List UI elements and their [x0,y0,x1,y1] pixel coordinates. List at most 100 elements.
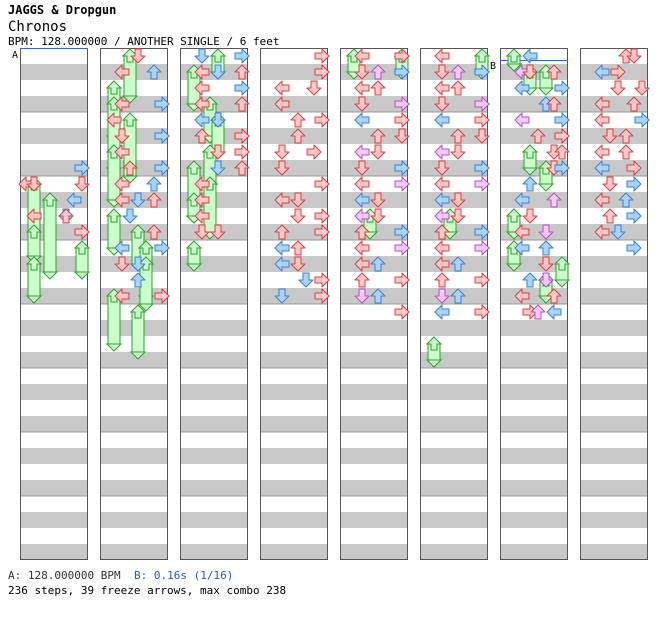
down-arrow-icon [194,224,210,240]
beat-stripe [260,480,328,496]
chart-column [260,48,328,560]
up-arrow-icon [434,224,450,240]
right-arrow-icon [314,288,330,304]
left-arrow-icon [514,112,530,128]
freeze-arrow [537,64,555,96]
down-arrow-icon [610,224,626,240]
down-arrow-icon [634,80,650,96]
freeze-head [25,224,43,239]
freeze-arrow [41,192,59,280]
right-arrow-icon [394,176,410,192]
beat-stripe [20,480,88,496]
left-arrow-icon [354,176,370,192]
right-arrow-icon [74,224,90,240]
beat-stripe [580,288,648,304]
beat-stripe [20,512,88,528]
freeze-arrow [25,256,43,304]
left-arrow-icon [434,240,450,256]
left-arrow-icon [522,48,538,64]
left-arrow-icon [594,96,610,112]
right-arrow-icon [626,176,642,192]
beat-stripe [500,384,568,400]
freeze-head [473,48,491,63]
beat-stripe [180,384,248,400]
column-border [420,48,488,560]
beat-stripe [260,512,328,528]
freeze-body [107,295,121,345]
beat-stripe [260,160,328,176]
freeze-tail [537,183,555,192]
left-arrow-icon [194,80,210,96]
up-arrow-icon [234,160,250,176]
song-artist: JAGGS & Dropgun [8,3,117,17]
right-arrow-icon [554,80,570,96]
chart-column [420,48,488,560]
right-arrow-icon [314,176,330,192]
beat-stripe [100,544,168,560]
right-arrow-icon [154,240,170,256]
freeze-body [107,151,121,201]
up-arrow-icon [146,224,162,240]
beat-stripe [420,480,488,496]
left-arrow-icon [514,288,530,304]
left-arrow-icon [594,112,610,128]
right-arrow-icon [234,48,250,64]
beat-stripe [180,544,248,560]
beat-stripe [100,416,168,432]
left-arrow-icon [354,112,370,128]
freeze-tail [505,263,523,272]
freeze-tail [121,95,139,104]
freeze-body [203,183,217,233]
up-arrow-icon [370,256,386,272]
right-arrow-icon [234,128,250,144]
freeze-arrow [121,112,139,184]
left-arrow-icon [434,80,450,96]
right-arrow-icon [74,160,90,176]
up-arrow-icon [546,288,562,304]
right-arrow-icon [474,304,490,320]
right-arrow-icon [554,112,570,128]
beat-stripe [20,416,88,432]
down-arrow-icon [210,144,226,160]
down-arrow-icon [370,208,386,224]
freeze-tail [505,63,523,72]
right-arrow-icon [314,48,330,64]
left-arrow-icon [106,112,122,128]
beat-stripe [20,544,88,560]
right-arrow-icon [314,224,330,240]
right-arrow-icon [394,112,410,128]
down-arrow-icon [434,288,450,304]
beat-stripe [100,384,168,400]
left-arrow-icon [114,96,130,112]
right-arrow-icon [626,160,642,176]
left-arrow-icon [274,80,290,96]
freeze-tail [441,231,459,240]
beat-stripe [100,352,168,368]
freeze-tail [121,175,139,184]
right-arrow-icon [474,240,490,256]
left-arrow-icon [434,192,450,208]
beat-stripe [580,448,648,464]
freeze-tail [129,351,147,360]
beat-stripe [580,192,648,208]
freeze-arrow [553,256,571,288]
left-arrow-icon [354,192,370,208]
beat-stripe [420,320,488,336]
left-arrow-icon [114,240,130,256]
step-stats: 236 steps, 39 freeze arrows, max combo 2… [8,584,287,597]
down-arrow-icon [450,144,466,160]
down-arrow-icon [434,96,450,112]
beat-stripe [580,160,648,176]
beat-stripe [580,352,648,368]
right-arrow-icon [394,48,410,64]
column-border [500,48,568,560]
down-arrow-icon [538,224,554,240]
freeze-tail [361,231,379,240]
freeze-tail [425,359,443,368]
up-arrow-icon [354,272,370,288]
left-arrow-icon [514,240,530,256]
up-arrow-icon [234,64,250,80]
beat-stripe [180,480,248,496]
up-arrow-icon [370,128,386,144]
